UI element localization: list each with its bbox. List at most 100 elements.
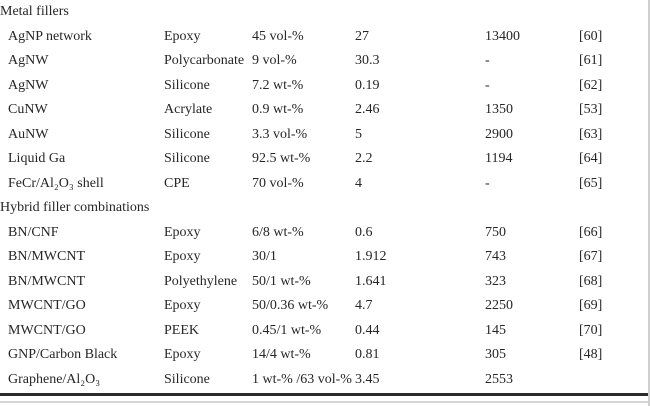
cell-matrix: CPE (164, 175, 190, 191)
right-edge-line (648, 0, 650, 406)
cell-matrix: Acrylate (164, 102, 213, 117)
cell-ref: [48] (579, 347, 603, 362)
cell-loading: 45 vol-% (252, 28, 304, 44)
cell-filler: MWCNT/GO (8, 298, 86, 313)
table-bottom-rule (0, 393, 650, 396)
cell-filler: MWCNT/GO (8, 322, 86, 338)
cell-loading: 92.5 wt-% (252, 151, 311, 166)
cell-loading: 14/4 wt-% (252, 347, 311, 362)
cell-matrix: Epoxy (164, 249, 201, 264)
cell-matrix: Silicone (164, 371, 210, 387)
cell-filler: AgNP network (8, 28, 92, 44)
table-row: GNP/Carbon Black Epoxy 14/4 wt-% 0.81 305 [48… (0, 343, 650, 368)
cell-loading: 0.45/1 wt-% (252, 322, 322, 338)
section-header-label: Metal fillers (0, 4, 69, 19)
section-header-row: Metal fillers (0, 0, 650, 25)
cell-enhancement: 13400 (485, 28, 520, 44)
cell-loading: 0.9 wt-% (252, 102, 304, 117)
cell-enhancement: 305 (485, 347, 506, 362)
cell-ref: [69] (579, 298, 603, 313)
cell-conductivity: 1.912 (355, 249, 387, 264)
table-row: BN/MWCNT Polyethylene 50/1 wt-% 1.641 323 [68… (0, 270, 650, 295)
cell-enhancement: 1350 (485, 102, 513, 117)
cell-enhancement: 323 (485, 273, 506, 289)
cell-filler: AuNW (8, 126, 49, 142)
section-header-row: Hybrid filler combinations (0, 196, 650, 221)
cell-filler: Liquid Ga (8, 151, 66, 166)
cell-conductivity: 5 (355, 126, 362, 142)
cell-conductivity: 27 (355, 28, 369, 44)
cell-enhancement: - (485, 175, 490, 191)
cell-conductivity: 4 (355, 175, 362, 191)
cell-enhancement: 750 (485, 224, 506, 240)
cell-loading: 50/1 wt-% (252, 273, 311, 289)
cell-conductivity: 0.81 (355, 347, 380, 362)
cell-loading: 3.3 vol-% (252, 126, 308, 142)
cell-filler: GNP/Carbon Black (8, 347, 118, 362)
table-row: BN/MWCNT Epoxy 30/1 1.912 743 [67] (0, 245, 650, 270)
cell-loading: 30/1 (252, 249, 277, 264)
cell-ref: [53] (579, 102, 603, 117)
cell-conductivity: 0.6 (355, 224, 373, 240)
section-header-label: Hybrid filler combinations (0, 200, 150, 215)
cell-matrix: Epoxy (164, 28, 201, 44)
table-row: AuNW Silicone 3.3 vol-% 5 2900 [63] (0, 123, 650, 148)
cell-conductivity: 3.45 (355, 371, 380, 387)
cell-ref: [65] (579, 175, 603, 191)
cell-matrix: Silicone (164, 126, 210, 142)
cell-loading: 6/8 wt-% (252, 224, 304, 240)
cell-matrix: Polyethylene (164, 273, 238, 289)
table-row: AgNW Polycarbonate 9 vol-% 30.3 - [61] (0, 49, 650, 74)
cell-filler: FeCr/Al₂O₃ shell (8, 175, 104, 191)
cell-loading: 1 wt-% /63 vol-% (252, 371, 352, 387)
cell-enhancement: 145 (485, 322, 506, 338)
cell-ref: [64] (579, 151, 603, 166)
cell-enhancement: - (485, 77, 490, 93)
cell-enhancement: - (485, 53, 490, 68)
cell-ref: [61] (579, 53, 603, 68)
table-row: BN/CNF Epoxy 6/8 wt-% 0.6 750 [66] (0, 221, 650, 246)
cell-ref: [62] (579, 77, 603, 93)
cell-matrix: Epoxy (164, 347, 201, 362)
cell-loading: 7.2 wt-% (252, 77, 304, 93)
table-row: Liquid Ga Silicone 92.5 wt-% 2.2 1194 [64] (0, 147, 650, 172)
table-row: FeCr/Al₂O₃ shell CPE 70 vol-% 4 - [65] (0, 172, 650, 197)
cell-ref: [70] (579, 322, 603, 338)
cell-filler: Graphene/Al₂O₃ (8, 371, 101, 387)
cell-matrix: Silicone (164, 77, 210, 93)
cell-loading: 70 vol-% (252, 175, 304, 191)
cell-enhancement: 1194 (485, 151, 513, 166)
cell-loading: 9 vol-% (252, 53, 297, 68)
cell-enhancement: 2553 (485, 371, 513, 387)
cell-matrix: Silicone (164, 151, 210, 166)
cell-conductivity: 0.44 (355, 322, 380, 338)
cell-enhancement: 2250 (485, 298, 513, 313)
cell-matrix: Epoxy (164, 224, 201, 240)
cell-ref: [60] (579, 28, 603, 44)
cell-matrix: PEEK (164, 322, 199, 338)
table-row: AgNP network Epoxy 45 vol-% 27 13400 [60] (0, 25, 650, 50)
cell-ref: [67] (579, 249, 603, 264)
table-row: Graphene/Al₂O₃ Silicone 1 wt-% /63 vol-% 3.… (0, 368, 650, 393)
composite-fillers-table: Metal fillers AgNP network Epoxy 45 vol-% 27… (0, 0, 650, 393)
table-row: MWCNT/GO Epoxy 50/0.36 wt-% 4.7 2250 [69] (0, 294, 650, 319)
cell-enhancement: 2900 (485, 126, 513, 142)
cell-filler: BN/MWCNT (8, 273, 85, 289)
cell-ref: [68] (579, 273, 603, 289)
table-body: Metal fillers AgNP network Epoxy 45 vol-% 27… (0, 0, 650, 393)
cell-conductivity: 2.2 (355, 151, 373, 166)
cell-conductivity: 4.7 (355, 298, 373, 313)
cell-ref (579, 368, 650, 393)
cell-enhancement: 743 (485, 249, 506, 264)
cell-matrix: Epoxy (164, 298, 201, 313)
scan-edge-line (0, 401, 650, 403)
cell-filler: AgNW (8, 77, 49, 93)
cell-filler: CuNW (8, 102, 48, 117)
cell-conductivity: 0.19 (355, 77, 380, 93)
cell-conductivity: 1.641 (355, 273, 387, 289)
table-row: CuNW Acrylate 0.9 wt-% 2.46 1350 [53] (0, 98, 650, 123)
table-row: AgNW Silicone 7.2 wt-% 0.19 - [62] (0, 74, 650, 99)
cell-filler: AgNW (8, 53, 49, 68)
table-row: MWCNT/GO PEEK 0.45/1 wt-% 0.44 145 [70] (0, 319, 650, 344)
